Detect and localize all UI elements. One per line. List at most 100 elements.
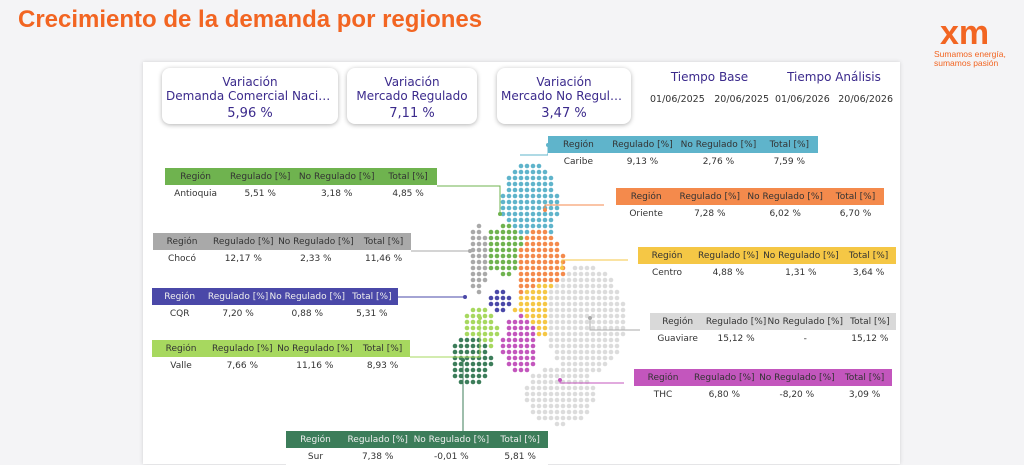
map-dot (500, 193, 506, 199)
map-dot (596, 367, 602, 373)
date-end[interactable]: 20/06/2025 (714, 94, 769, 105)
map-dot (548, 367, 554, 373)
map-dot (512, 259, 518, 265)
map-dot (572, 379, 578, 385)
map-dot (578, 271, 584, 277)
map-dot (614, 337, 620, 343)
header-cell: Total [%] (769, 139, 810, 150)
map-dot (470, 361, 476, 367)
table-row: Centro 4,88 % 1,31 % 3,64 % (638, 264, 896, 281)
map-dot (554, 307, 560, 313)
map-dot (530, 163, 536, 169)
region-table[interactable]: Región Regulado [%] No Regulado [%] Total [… (165, 168, 437, 202)
header-cell: Total [%] (388, 171, 428, 182)
map-dot (476, 349, 482, 355)
map-dot (476, 325, 482, 331)
map-dot (572, 409, 578, 415)
region-table[interactable]: Región Regulado [%] No Regulado [%] Total [… (152, 340, 410, 374)
region-name: Sur (307, 451, 324, 462)
region-value: 11,46 % (364, 253, 403, 264)
map-dot (518, 295, 524, 301)
region-table[interactable]: Región Regulado [%] No Regulado [%] Total [… (153, 233, 411, 267)
region-table[interactable]: Región Regulado [%] No Regulado [%] Total [… (634, 369, 892, 403)
map-dot (488, 337, 494, 343)
map-dot (542, 217, 548, 223)
map-dot (584, 403, 590, 409)
map-dot (518, 235, 524, 241)
kpi-label: Variación (222, 75, 278, 89)
map-dot (572, 397, 578, 403)
map-dot (590, 295, 596, 301)
date-start[interactable]: 01/06/2025 (650, 94, 705, 105)
map-dot (572, 403, 578, 409)
map-dot (578, 289, 584, 295)
date-start[interactable]: 01/06/2026 (775, 94, 830, 105)
kpi-card[interactable]: Variación Mercado Regulado 7,11 % (347, 68, 477, 124)
map-dot (530, 169, 536, 175)
region-table[interactable]: Región Regulado [%] No Regulado [%] Total [… (616, 188, 884, 222)
map-dot (548, 259, 554, 265)
header-cell: Regulado [%] (212, 343, 273, 354)
region-value: 7,20 % (222, 308, 254, 319)
map-dot (566, 367, 572, 373)
header-cell: Región (164, 291, 196, 302)
header-cell: Región (651, 250, 683, 261)
map-dot (620, 325, 626, 331)
map-dot (500, 241, 506, 247)
map-dot (536, 187, 542, 193)
map-dot (476, 361, 482, 367)
map-dot (560, 331, 566, 337)
map-dot (608, 343, 614, 349)
map-dot (566, 385, 572, 391)
map-dot (488, 343, 494, 349)
map-dot (500, 271, 506, 277)
map-dot (470, 313, 476, 319)
map-dot (554, 421, 560, 427)
region-name: Guaviare (657, 333, 698, 344)
region-table[interactable]: Región Regulado [%] No Regulado [%] Total [… (548, 136, 818, 170)
map-dot (530, 271, 536, 277)
map-dot (590, 367, 596, 373)
region-table[interactable]: Región Regulado [%] No Regulado [%] Total [… (286, 431, 548, 465)
map-dot (590, 343, 596, 349)
region-table[interactable]: Región Regulado [%] No Regulado [%] Total [… (650, 313, 896, 347)
map-dot (566, 409, 572, 415)
region-table[interactable]: Región Regulado [%] No Regulado [%] Total [… (638, 247, 896, 281)
kpi-card[interactable]: Variación Mercado No Regulado 3,47 % (497, 68, 631, 124)
header-cell: Regulado [%] (698, 250, 759, 261)
map-dot (554, 289, 560, 295)
map-dot (536, 253, 542, 259)
map-dot (572, 373, 578, 379)
map-dot (524, 397, 530, 403)
map-dot (590, 349, 596, 355)
period-dates: 01/06/2026 20/06/2026 (775, 94, 893, 105)
connector-dot (463, 295, 467, 299)
map-dot (524, 367, 530, 373)
map-dot (512, 265, 518, 271)
map-dot (608, 307, 614, 313)
region-value: 2,33 % (300, 253, 332, 264)
map-dot (536, 175, 542, 181)
map-dot (524, 259, 530, 265)
kpi-label: Demanda Comercial Nacional (166, 89, 338, 103)
region-value: 12,17 % (224, 253, 262, 264)
map-dot (518, 331, 524, 337)
map-dot (512, 235, 518, 241)
date-end[interactable]: 20/06/2026 (838, 94, 893, 105)
map-dot (518, 355, 524, 361)
map-dot (608, 355, 614, 361)
kpi-card[interactable]: Variación Demanda Comercial Nacional 5,96 … (162, 68, 338, 124)
region-name: Centro (651, 267, 683, 278)
map-dot (524, 295, 530, 301)
map-dot (572, 313, 578, 319)
map-dot (548, 241, 554, 247)
map-dot (548, 373, 554, 379)
map-dot (542, 319, 548, 325)
map-dot (548, 325, 554, 331)
map-dot (608, 313, 614, 319)
map-dot (596, 349, 602, 355)
map-dot (494, 307, 500, 313)
map-dot (470, 355, 476, 361)
map-dot (536, 223, 542, 229)
region-table[interactable]: Región Regulado [%] No Regulado [%] Total [… (152, 288, 398, 322)
